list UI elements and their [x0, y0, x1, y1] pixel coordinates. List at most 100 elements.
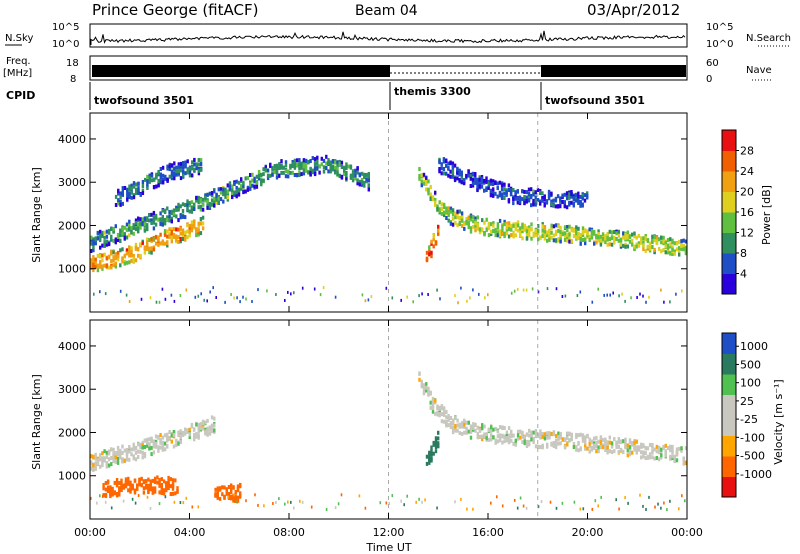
data-cell — [543, 233, 547, 238]
data-cell — [678, 239, 681, 244]
data-cell — [550, 230, 553, 235]
data-cell — [590, 235, 594, 240]
data-cell — [445, 216, 448, 220]
data-cell — [590, 447, 594, 452]
nsky-tick-bottom: 10^0 — [52, 39, 79, 50]
data-cell — [147, 477, 150, 482]
data-cell — [494, 181, 497, 185]
data-cell — [235, 194, 238, 199]
data-cell — [175, 205, 178, 210]
data-cell — [199, 221, 203, 226]
data-cell — [96, 458, 100, 463]
data-cell — [561, 232, 564, 237]
data-cell — [188, 170, 192, 175]
data-cell — [660, 235, 663, 240]
data-cell — [669, 448, 672, 453]
data-cell — [336, 172, 339, 177]
data-cell — [231, 187, 234, 192]
data-cell — [168, 167, 171, 172]
data-cell — [351, 170, 355, 175]
data-cell — [103, 240, 106, 245]
data-cell — [126, 190, 129, 195]
data-cell — [554, 434, 558, 439]
data-cell — [179, 226, 182, 231]
noise-cell — [301, 500, 304, 504]
data-cell — [157, 435, 160, 439]
data-cell — [188, 224, 191, 228]
data-cell — [132, 445, 135, 450]
data-cell — [130, 253, 133, 258]
data-cell — [642, 243, 645, 248]
data-cell — [181, 209, 185, 213]
data-cell — [640, 455, 643, 460]
data-cell — [179, 215, 182, 220]
noise-cell — [287, 500, 289, 504]
data-cell — [449, 209, 453, 214]
data-cell — [236, 495, 240, 500]
data-cell — [164, 174, 167, 179]
data-cell — [148, 218, 151, 223]
data-cell — [96, 231, 100, 236]
data-cell — [293, 162, 297, 167]
data-cell — [356, 170, 359, 175]
data-cell — [537, 228, 540, 233]
data-cell — [548, 233, 551, 238]
data-cell — [142, 479, 146, 484]
noise-cell — [418, 497, 420, 501]
data-cell — [483, 178, 486, 183]
data-cell — [107, 254, 111, 259]
data-cell — [184, 230, 187, 235]
data-cell — [195, 434, 198, 439]
noise-cell — [484, 296, 486, 300]
noise-cell — [406, 295, 408, 299]
data-cell — [125, 452, 129, 456]
data-cell — [581, 203, 584, 208]
data-cell — [425, 250, 429, 255]
data-cell — [109, 492, 112, 497]
data-cell — [154, 222, 158, 227]
data-cell — [682, 456, 685, 461]
noise-cell — [325, 508, 328, 511]
data-cell — [186, 202, 189, 207]
data-cell — [469, 174, 472, 179]
noise-cell — [501, 504, 504, 508]
data-cell — [197, 433, 200, 438]
data-cell — [92, 255, 95, 260]
noise-cell — [224, 300, 226, 304]
data-cell — [150, 173, 154, 178]
data-cell — [465, 430, 468, 435]
data-cell — [642, 450, 645, 455]
data-cell — [262, 167, 265, 172]
data-cell — [213, 199, 216, 204]
data-cell — [130, 246, 133, 251]
data-cell — [646, 454, 650, 459]
data-cell — [528, 233, 531, 238]
data-cell — [648, 452, 652, 457]
data-cell — [559, 198, 562, 203]
data-cell — [418, 371, 421, 376]
ytick-label: 3000 — [58, 383, 86, 396]
data-cell — [566, 225, 569, 229]
data-cell — [237, 180, 241, 185]
data-cell — [471, 181, 475, 186]
noise-cell — [275, 293, 277, 296]
noise-cell — [576, 294, 579, 297]
data-cell — [581, 193, 584, 198]
data-cell — [485, 186, 488, 191]
velocity-cells — [90, 320, 687, 519]
data-cell — [199, 422, 203, 426]
data-cell — [170, 219, 173, 224]
data-cell — [278, 166, 281, 170]
data-cell — [469, 226, 473, 231]
data-cell — [201, 419, 205, 424]
data-cell — [430, 445, 433, 450]
data-cell — [208, 191, 212, 196]
data-cell — [184, 215, 187, 220]
data-cell — [193, 167, 196, 172]
data-cell — [570, 433, 573, 438]
data-cell — [682, 247, 685, 252]
data-cell — [170, 211, 173, 216]
data-cell — [175, 237, 178, 242]
data-cell — [123, 448, 126, 453]
